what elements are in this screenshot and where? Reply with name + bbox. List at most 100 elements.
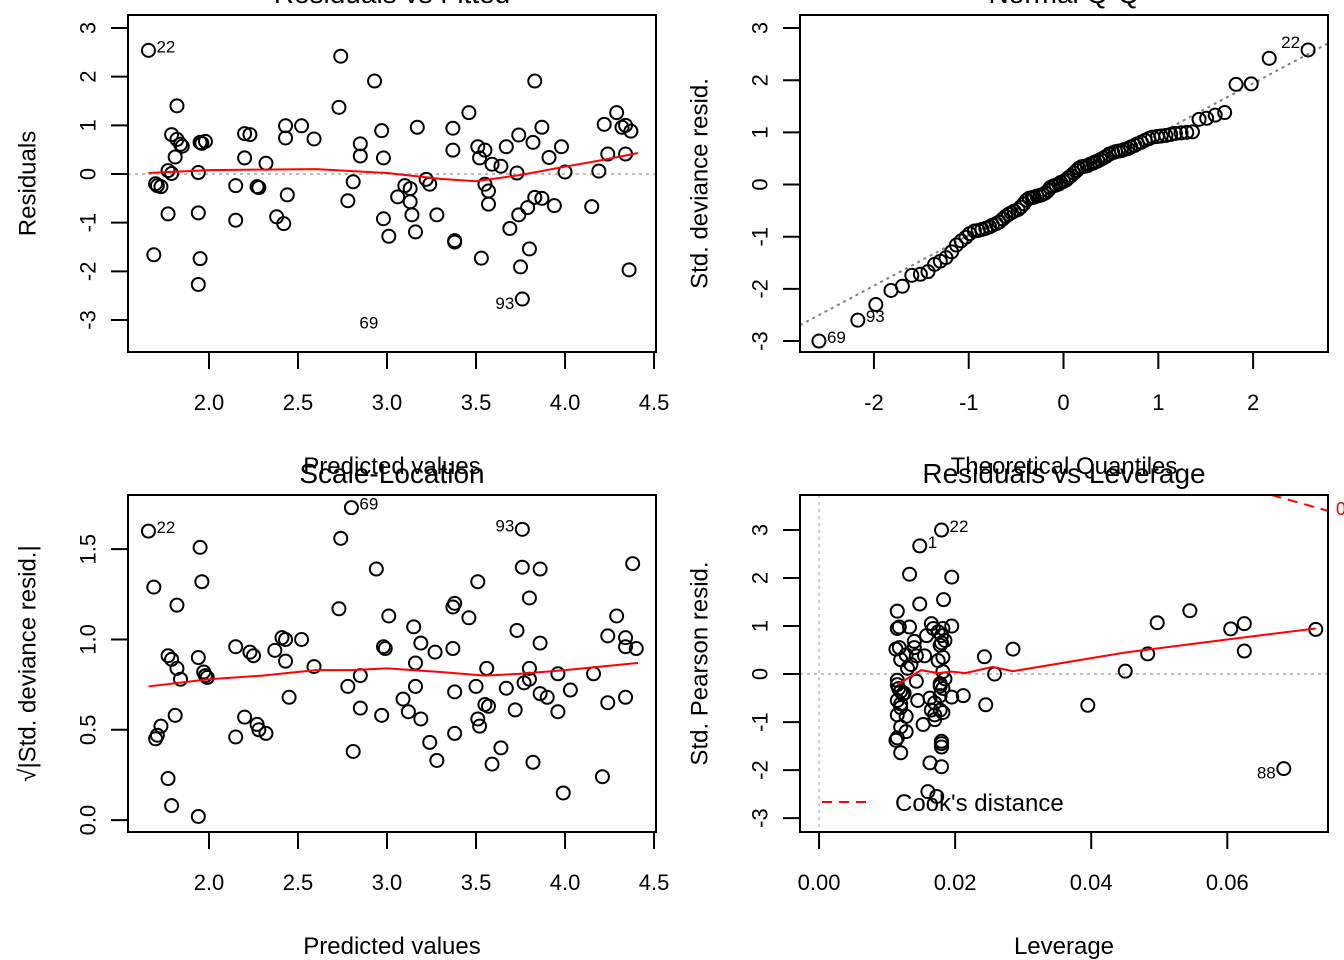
data-point [190,205,206,221]
data-point [532,635,548,651]
data-point [894,278,910,294]
data-point [1207,107,1223,123]
y-tick-label: -1 [748,227,773,247]
data-point [352,700,368,716]
data-point [521,590,537,606]
data-point [228,178,244,194]
data-point [479,660,495,676]
smooth-line [148,152,639,183]
data-point [1179,124,1195,140]
data-point [498,139,514,155]
data-point [514,559,530,575]
data-point [146,247,162,263]
data-point [402,194,418,210]
data-point [889,603,905,619]
data-point [294,118,310,134]
data-point [908,673,924,689]
data-point [596,116,612,132]
data-point [267,642,283,658]
data-point [447,234,463,250]
y-axis-title: Std. Pearson resid. [687,561,714,765]
y-tick-label: 1 [748,620,773,632]
data-point [811,333,827,349]
data-point [944,569,960,585]
data-point [477,142,493,158]
data-point [242,127,258,143]
data-point [429,207,445,223]
data-point [400,704,416,720]
data-point [521,660,537,676]
plot-area: 22 69 93 [128,37,656,333]
data-point [258,155,274,171]
data-point [343,500,359,516]
data-point [173,671,189,687]
data-point [368,561,384,577]
data-point [445,120,461,136]
data-point [520,200,536,216]
data-point [237,126,253,142]
data-point [374,707,390,723]
data-point [407,678,423,694]
y-tick-label: -2 [748,760,773,780]
data-point [513,259,529,275]
y-tick-label: 2 [748,74,773,86]
y-tick-label: 3 [748,524,773,536]
data-point [190,276,206,292]
legend-cooks-label: Cook's distance [895,790,1064,817]
data-point [160,206,176,222]
data-point [169,98,185,114]
data-point [276,216,292,232]
x-tick-label: 2.5 [283,390,314,415]
data-point [527,189,543,205]
data-point [1184,124,1200,140]
data-point [447,725,463,741]
data-point [190,165,206,181]
data-point [509,165,525,181]
data-point [390,189,406,205]
data-point [258,725,274,741]
data-point [532,686,548,702]
data-point [375,639,391,655]
y-tick-label: -3 [748,808,773,828]
data-point [197,133,213,149]
outlier-label: 93 [866,307,885,326]
data-point [427,644,443,660]
data-point [511,127,527,143]
plot-area: 22 69 93 [140,495,644,824]
data-point [1182,603,1198,619]
panel-title: Residuals vs Fitted [274,0,511,9]
x-tick-label: 0.02 [934,870,977,895]
data-point [331,601,347,617]
x-axis-title: Theoretical Quantiles [951,453,1178,480]
data-point [381,608,397,624]
data-point [1261,50,1277,66]
plot-area: 22 1 88 [800,495,1328,832]
outlier-label: 22 [950,517,969,536]
data-point [375,150,391,166]
smooth-line [148,661,639,688]
data-point [553,139,569,155]
data-point [618,689,634,705]
data-point [507,702,523,718]
y-tick-label: 1.0 [76,624,101,655]
data-point [192,251,208,267]
data-point [246,648,262,664]
outlier-label: 93 [495,516,514,535]
data-point [868,297,884,313]
data-point [228,639,244,655]
x-tick-label: 2.0 [194,870,225,895]
y-tick-label: 2 [76,71,101,83]
qq-reference-line [800,42,1328,327]
data-point [422,734,438,750]
data-point [912,538,928,554]
data-point [934,759,950,775]
data-point [888,732,904,748]
data-point [237,709,253,725]
data-point [898,724,914,740]
data-point [413,711,429,727]
data-point [164,165,180,181]
y-tick-label: -3 [76,310,101,330]
data-point [140,42,156,58]
data-point [618,639,634,655]
